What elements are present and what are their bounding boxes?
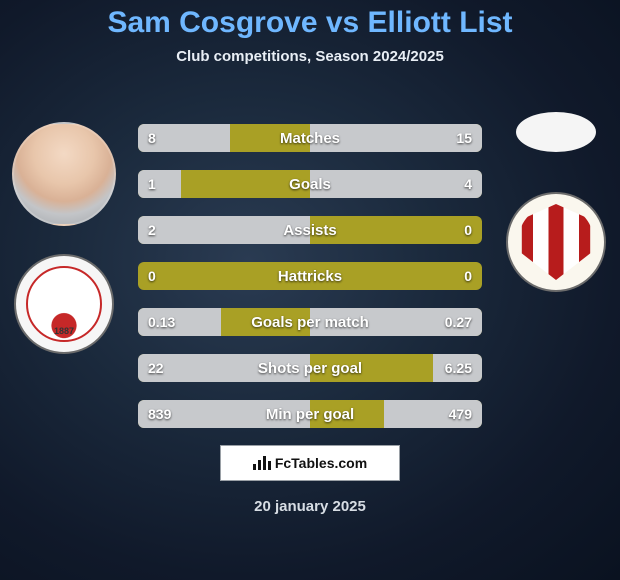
right-player-column xyxy=(500,112,612,292)
stat-row: 226.25Shots per goal xyxy=(138,354,482,382)
stat-row: 0.130.27Goals per match xyxy=(138,308,482,336)
content-root: Sam Cosgrove vs Elliott List Club compet… xyxy=(0,0,620,580)
stat-row: 14Goals xyxy=(138,170,482,198)
left-club-crest-year: 1887 xyxy=(16,326,112,336)
watermark-box: FcTables.com xyxy=(220,445,400,481)
stat-label: Assists xyxy=(138,216,482,244)
subtitle: Club competitions, Season 2024/2025 xyxy=(0,48,620,65)
watermark-bars-icon xyxy=(253,456,271,470)
stat-label: Matches xyxy=(138,124,482,152)
right-player-photo-placeholder xyxy=(516,112,596,152)
stat-row: 839479Min per goal xyxy=(138,400,482,428)
stat-label: Shots per goal xyxy=(138,354,482,382)
right-club-crest xyxy=(506,192,606,292)
stat-row: 815Matches xyxy=(138,124,482,152)
stat-row: 20Assists xyxy=(138,216,482,244)
stat-label: Goals per match xyxy=(138,308,482,336)
stat-label: Min per goal xyxy=(138,400,482,428)
left-player-column: 1887 xyxy=(8,122,120,354)
watermark-text: FcTables.com xyxy=(275,455,367,471)
left-player-photo xyxy=(12,122,116,226)
footer-date: 20 january 2025 xyxy=(0,498,620,515)
stat-label: Goals xyxy=(138,170,482,198)
left-club-crest: 1887 xyxy=(14,254,114,354)
stats-bars: 815Matches 14Goals 20Assists 00Hattricks 0.1… xyxy=(138,124,482,446)
page-title: Sam Cosgrove vs Elliott List xyxy=(0,0,620,40)
stat-row: 00Hattricks xyxy=(138,262,482,290)
stat-label: Hattricks xyxy=(138,262,482,290)
